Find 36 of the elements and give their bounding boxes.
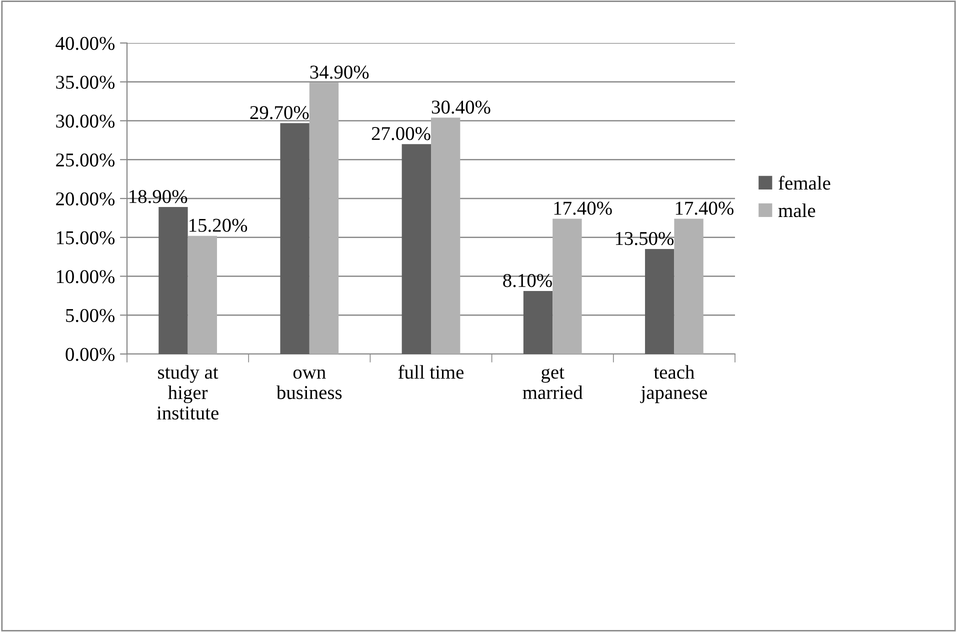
legend-label: female	[778, 176, 830, 190]
data-label: 17.40%	[676, 202, 734, 215]
x-tick-label: study at higer institute	[156, 365, 218, 420]
x-tick-label: full time	[398, 364, 464, 379]
bar	[158, 207, 188, 354]
bar	[280, 123, 310, 354]
data-label: 27.00%	[372, 127, 430, 140]
data-label: 34.90%	[310, 66, 369, 79]
data-label: 8.10%	[503, 274, 552, 288]
y-tick-label: 25.00%	[56, 153, 115, 167]
data-label: 13.50%	[616, 232, 674, 246]
bar	[674, 218, 704, 354]
data-label: 18.90%	[130, 190, 188, 204]
bar	[523, 291, 553, 354]
legend-label: male	[778, 203, 816, 218]
bar	[645, 249, 674, 354]
data-label: 29.70%	[250, 106, 309, 120]
data-label: 15.20%	[190, 218, 248, 232]
y-tick-label: 35.00%	[56, 76, 115, 89]
bar	[188, 236, 217, 354]
bar	[431, 118, 460, 354]
x-tick-label: own business	[276, 369, 342, 400]
y-tick-label: 0.00%	[66, 348, 115, 362]
y-tick-label: 10.00%	[56, 270, 115, 284]
y-tick-label: 5.00%	[66, 308, 115, 322]
x-tick-label: get married	[522, 368, 583, 400]
y-tick-label: 20.00%	[56, 192, 115, 206]
x-tick-label: teach japanese	[640, 365, 707, 404]
bar	[402, 144, 431, 354]
data-label: 17.40%	[554, 202, 612, 215]
bar	[552, 218, 582, 354]
y-tick-label: 15.00%	[56, 231, 115, 244]
y-tick-label: 30.00%	[56, 114, 115, 128]
y-tick-label: 40.00%	[56, 36, 115, 50]
bar	[309, 82, 339, 354]
data-label: 30.40%	[432, 100, 490, 114]
